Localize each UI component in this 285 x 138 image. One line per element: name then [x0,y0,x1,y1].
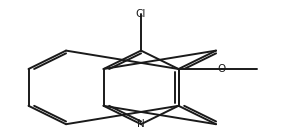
Text: N: N [137,119,145,129]
Text: O: O [218,64,226,74]
Text: Cl: Cl [136,9,146,19]
